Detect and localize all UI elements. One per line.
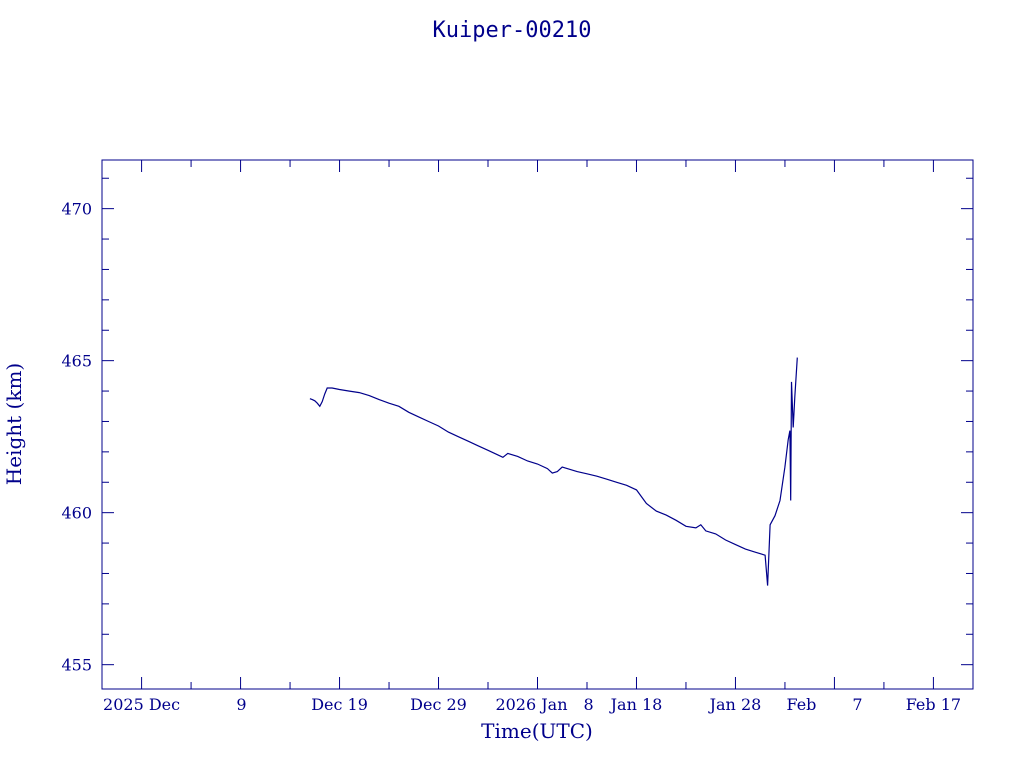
x-tick-label: Feb [786, 695, 816, 714]
x-tick-label: Dec 19 [311, 695, 368, 714]
x-axis-label: Time(UTC) [481, 719, 593, 743]
x-tick-label: Jan 18 [609, 695, 663, 714]
y-tick-labels: 455 460 465 470 [61, 200, 92, 675]
y-tick-label: 465 [61, 352, 92, 371]
x-tick-label: Feb 17 [906, 695, 961, 714]
y-tick-label: 470 [61, 200, 92, 219]
y-tick-label: 455 [61, 656, 92, 675]
x-tick-label: 2025 Dec [103, 695, 180, 714]
series-line [309, 357, 798, 586]
x-tick-label: Jan 28 [708, 695, 762, 714]
y-tick-label: 460 [61, 504, 92, 523]
x-tick-label: 2026 Jan [495, 695, 567, 714]
x-tick-label: 8 [584, 695, 594, 714]
y-axis-label: Height (km) [2, 363, 26, 485]
x-tick-label: Dec 29 [410, 695, 467, 714]
plot-frame [101, 159, 974, 690]
x-tick-label: 7 [852, 695, 862, 714]
chart-title: Kuiper-00210 [433, 18, 592, 43]
x-tick-label: 9 [236, 695, 246, 714]
x-tick-labels: 2025 Dec 9 Dec 19 Dec 29 2026 Jan 8 Jan 18 Jan … [103, 695, 961, 714]
axis-ticks [102, 160, 973, 689]
